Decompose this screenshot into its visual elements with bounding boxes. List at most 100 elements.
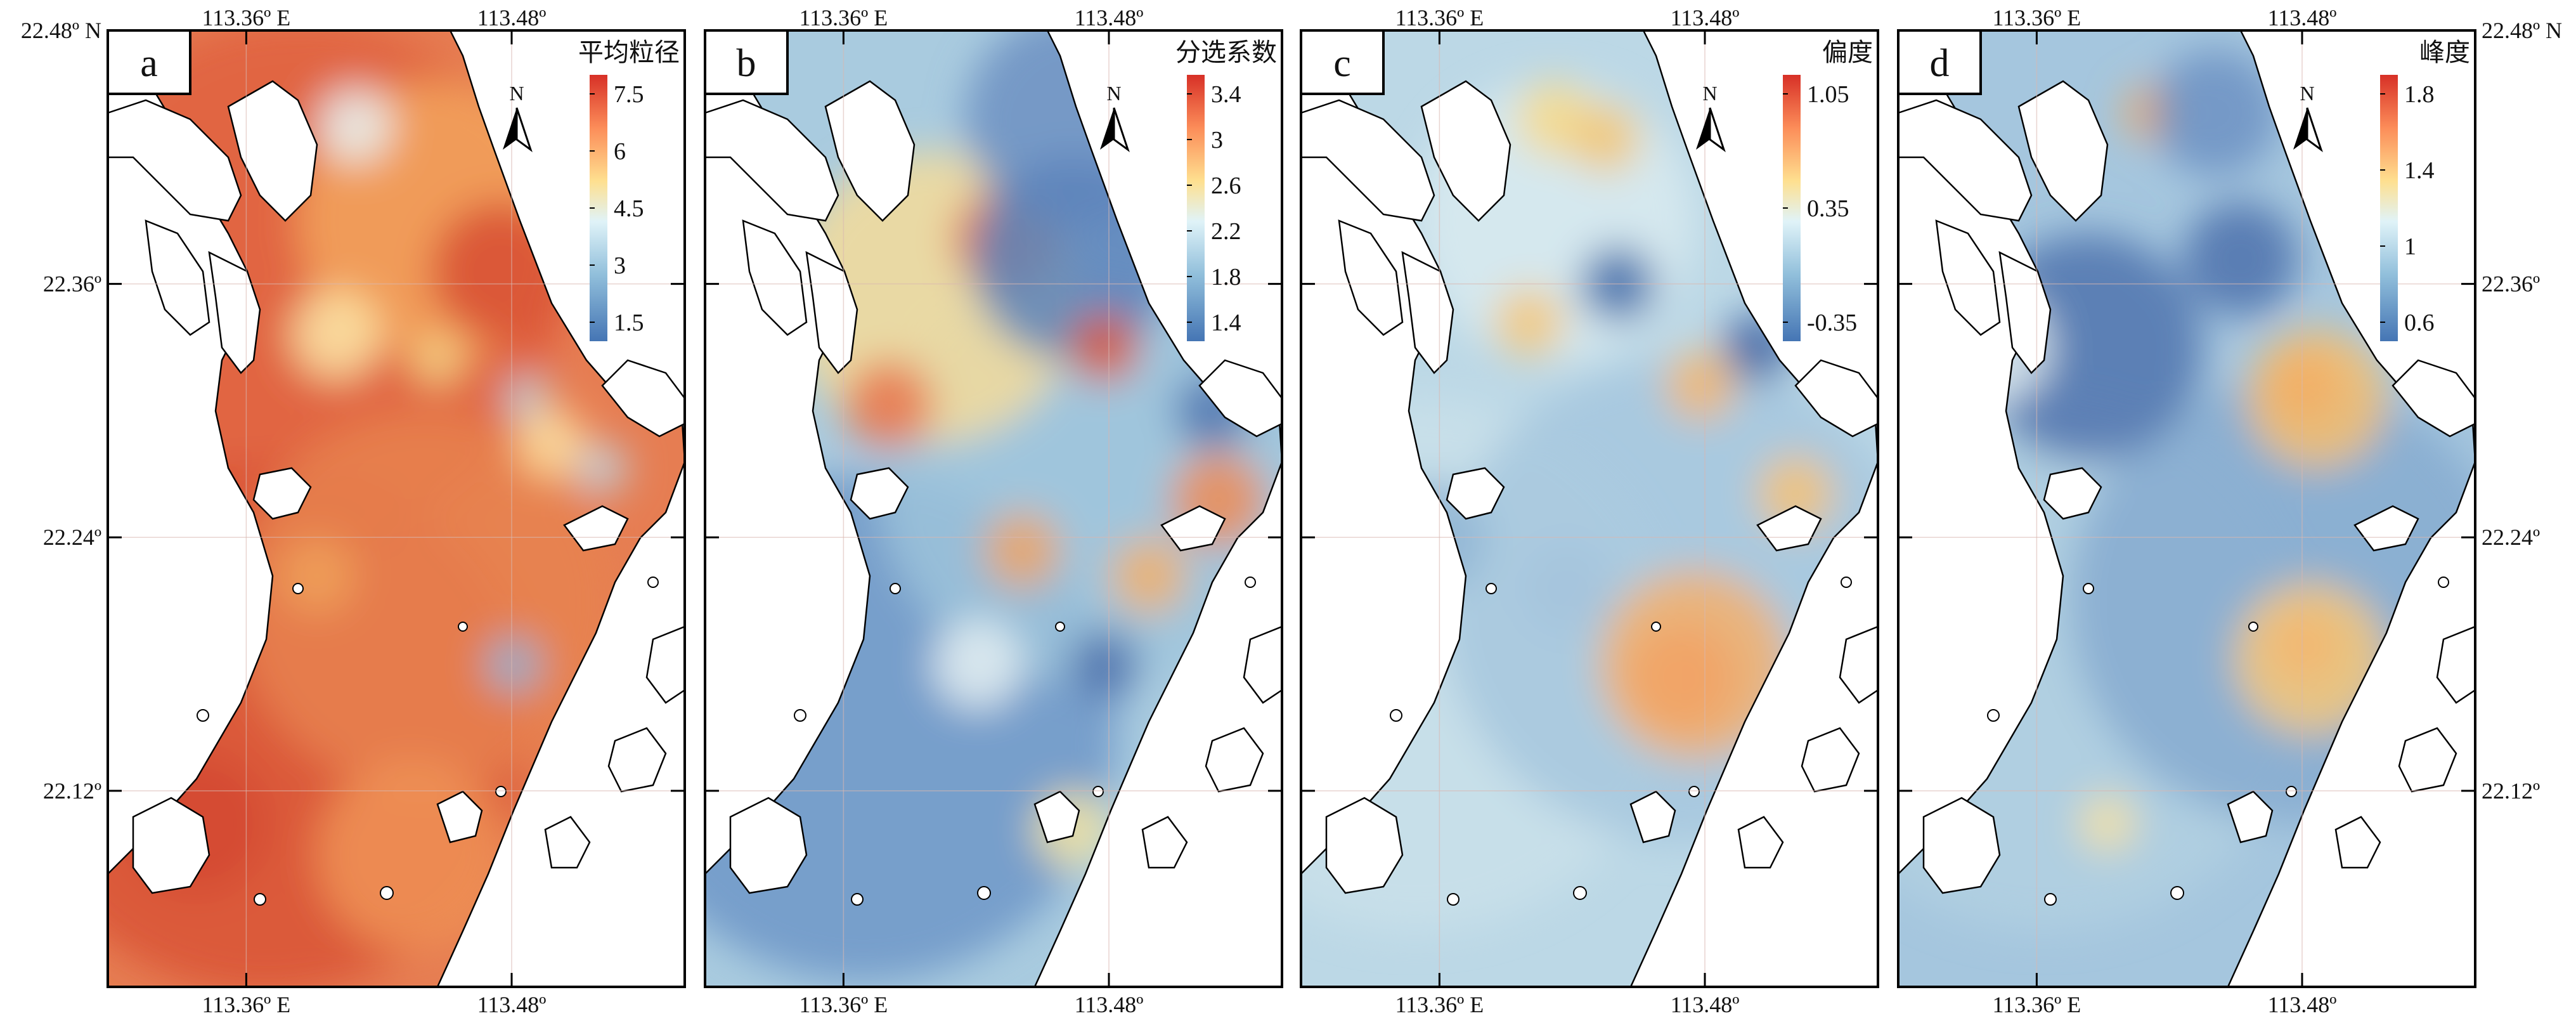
colorbar-tick-label: 1.8: [2404, 81, 2435, 108]
colorbar-tick-label: 3: [614, 252, 626, 279]
land-polygon: [1998, 251, 2052, 374]
north-label: N: [1702, 82, 1717, 105]
colorbar-tick-label: 2.6: [1211, 173, 1241, 199]
land-polygon: [2334, 816, 2381, 869]
island: [1245, 577, 1256, 588]
land-polygon: [824, 80, 916, 222]
contour-blob: [412, 335, 463, 386]
contour-blob: [2079, 795, 2136, 852]
land-polygon: [1160, 505, 1226, 552]
land-polygon: [2017, 80, 2109, 222]
land-polygon: [1839, 625, 1879, 704]
contour-blob: [1570, 103, 1640, 173]
land-polygon: [1243, 625, 1283, 704]
land-polygon: [227, 80, 318, 222]
island: [851, 893, 864, 906]
contour-blob: [1599, 570, 1789, 760]
land-polygon: [805, 251, 858, 374]
island: [2170, 886, 2184, 900]
lon-label-bottom: 113.48º: [1075, 992, 1144, 1017]
colorbar-title: 分选系数: [1175, 38, 1277, 67]
lon-label-top: 113.48º: [2268, 5, 2337, 30]
panel-letter: c: [1333, 42, 1351, 85]
lon-label-bottom: 113.36º E: [202, 992, 290, 1017]
contour-blob: [292, 290, 380, 379]
panel-d: d N 峰度 1.8 1.4 1 0.6 113.36º E 113.36º E 113.48º 1…: [1897, 5, 2562, 1017]
land-polygon: [1141, 816, 1188, 869]
colorbar-tick-label: 0.6: [2404, 310, 2435, 336]
north-arrow-icon: N: [2293, 82, 2323, 152]
contour-blob: [1757, 455, 1834, 531]
land-polygon: [850, 467, 909, 520]
contour-blob: [485, 636, 542, 693]
land-polygon: [1446, 467, 1505, 520]
lon-label-bottom: 113.36º E: [799, 992, 888, 1017]
contour-blob: [1070, 313, 1139, 382]
north-arrow-icon: N: [503, 82, 533, 152]
colorbar-tick-label: 2.2: [1211, 218, 1241, 245]
contour-blob: [2152, 49, 2279, 176]
land-polygon: [1756, 505, 1822, 552]
island: [890, 583, 901, 594]
island: [495, 786, 507, 797]
land-polygon: [729, 797, 808, 894]
contour-blob: [2184, 202, 2298, 316]
land-polygon: [1420, 80, 1511, 222]
island: [1651, 622, 1661, 632]
contour-blob: [577, 443, 628, 493]
land-polygon: [1935, 219, 2001, 336]
land-polygon: [2043, 467, 2102, 520]
land-polygon: [1325, 797, 1404, 894]
contour-blob: [2234, 582, 2386, 734]
colorbar-tick-label: 3.4: [1211, 81, 1241, 108]
land-polygon: [1205, 727, 1264, 793]
land-polygon: [1922, 797, 2001, 894]
colorbar-tick-label: 4.5: [614, 195, 644, 222]
contour-blob: [504, 376, 548, 420]
contour-blob: [1070, 630, 1139, 700]
island: [380, 886, 394, 900]
panel-letter: b: [737, 42, 756, 85]
land-polygon: [704, 99, 839, 222]
land-polygon: [1300, 99, 1435, 222]
land-polygon: [645, 625, 686, 704]
land-polygon: [2353, 505, 2419, 552]
island: [1390, 709, 1402, 722]
colorbar-title: 偏度: [1822, 38, 1873, 67]
land-polygon: [2398, 727, 2457, 793]
panel-b: b N 分选系数 3.4 3 2.6 2.2 1.8 1.4 113.36º E 113.36º E…: [704, 5, 1283, 1017]
island: [1092, 786, 1104, 797]
island: [254, 893, 266, 906]
north-arrow-icon: N: [1696, 82, 1726, 152]
lat-label-left: 22.24º: [43, 525, 101, 550]
lon-label-top: 113.36º E: [1395, 5, 1484, 30]
lat-label-left: 22.36º: [43, 271, 101, 297]
north-arrow-icon: N: [1100, 82, 1130, 152]
island: [1688, 786, 1700, 797]
lat-label-right: 22.36º: [2482, 271, 2540, 297]
lon-label-bottom: 113.36º E: [1395, 992, 1484, 1017]
lon-label-top: 113.48º: [477, 5, 547, 30]
colorbar: [2380, 75, 2398, 341]
north-label: N: [1106, 82, 1121, 105]
colorbar-tick-label: 6: [614, 138, 626, 165]
land-polygon: [436, 790, 483, 844]
contour-blob: [2247, 329, 2386, 468]
lon-label-bottom: 113.48º: [1671, 992, 1740, 1017]
colorbar-tick-label: -0.35: [1807, 310, 1857, 336]
island: [1573, 886, 1587, 900]
land-polygon: [742, 219, 808, 336]
land-polygon: [563, 505, 629, 552]
colorbar-tick-label: 3: [1211, 127, 1223, 153]
panel-letter: d: [1930, 42, 1950, 85]
contour-blob: [317, 88, 393, 164]
lon-label-bottom: 113.48º: [2268, 992, 2337, 1017]
lat-label-right: 22.12º: [2482, 778, 2540, 804]
panel-letter-box: [1300, 29, 1385, 95]
island: [2438, 577, 2449, 588]
lon-label-top: 113.48º: [1671, 5, 1740, 30]
colorbar-title: 峰度: [2419, 38, 2470, 67]
colorbar-tick-label: 0.35: [1807, 195, 1849, 222]
north-label: N: [2300, 82, 2314, 105]
